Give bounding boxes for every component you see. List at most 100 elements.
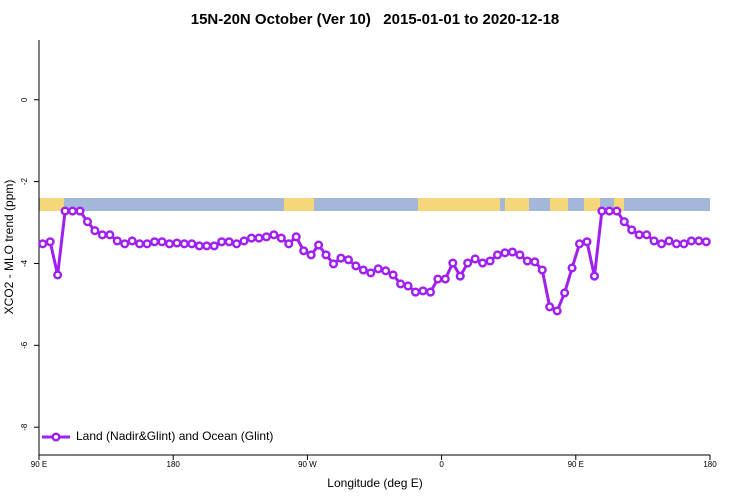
point [403,281,413,291]
point [291,232,301,242]
y-tick-label: -8 [20,423,29,431]
point [642,230,652,240]
point [679,239,689,249]
point [358,265,368,275]
x-tick-label: 90 W [298,460,317,469]
point [396,279,406,289]
y-tick-label: -4 [20,259,29,267]
point [276,233,286,243]
point [463,258,473,268]
point [261,232,271,242]
point [492,250,503,260]
point [314,240,324,250]
point [589,271,599,281]
point [604,206,614,216]
point [410,287,421,297]
point [284,239,294,249]
point [582,237,592,247]
point [299,246,309,256]
point [478,258,488,268]
point [381,266,391,276]
point [507,247,517,257]
point [649,236,659,246]
point [246,233,257,243]
point [157,237,167,247]
point [202,241,212,251]
point [515,250,525,260]
point [597,206,607,216]
x-tick-label: 180 [703,460,717,469]
point [336,253,346,263]
point [105,230,115,240]
point [530,257,540,267]
point [150,237,160,247]
point [574,239,585,249]
point [306,250,316,260]
point [135,239,145,249]
point [425,287,435,297]
point [701,237,711,247]
x-tick-label: 0 [439,460,444,469]
point [455,271,465,281]
point [254,233,264,243]
point [224,237,234,247]
x-tick-label: 90 E [568,460,584,469]
point [68,206,78,216]
point [127,236,137,246]
point [82,217,93,227]
point [75,206,85,216]
point [194,241,204,251]
point [53,270,63,280]
point [470,254,480,264]
point [328,259,339,269]
point [209,241,219,251]
point [485,256,495,266]
point [694,236,704,246]
legend-label: Land (Nadir&Glint) and Ocean (Glint) [76,429,273,443]
legend-marker [51,432,61,442]
point [366,268,376,278]
point [97,230,107,240]
point [627,225,637,235]
point [612,206,622,216]
point [619,217,629,227]
point [537,265,547,275]
point [142,239,152,249]
x-tick-label: 180 [167,460,181,469]
y-tick-label: -6 [20,341,29,349]
point [433,274,443,284]
point [232,239,242,249]
point [500,248,510,258]
point [187,239,197,249]
point [179,239,189,249]
y-tick-label: -2 [20,178,29,186]
point [239,236,249,246]
point [545,302,555,312]
point [60,206,70,216]
point [656,239,667,249]
point [522,256,532,266]
chart-title: 15N-20N October (Ver 10) 2015-01-01 to 2… [191,11,560,28]
land-ocean-strip [39,198,710,211]
point [567,263,577,273]
series-line [42,209,707,314]
point [686,236,696,246]
point [440,274,450,284]
x-axis-label: Longitude (deg E) [327,476,422,490]
point [560,288,570,298]
point [552,306,562,316]
y-tick-label: 0 [20,97,29,102]
point [343,255,353,265]
point [45,237,55,247]
y-axis-label: XCO2 - MLO trend (ppm) [2,180,16,315]
x-tick-label: 90 E [31,460,47,469]
point [269,230,279,240]
point [38,239,48,249]
point [388,270,398,280]
point [112,236,122,246]
point [351,261,361,271]
point [164,239,175,249]
point [120,239,130,249]
point [448,258,458,268]
